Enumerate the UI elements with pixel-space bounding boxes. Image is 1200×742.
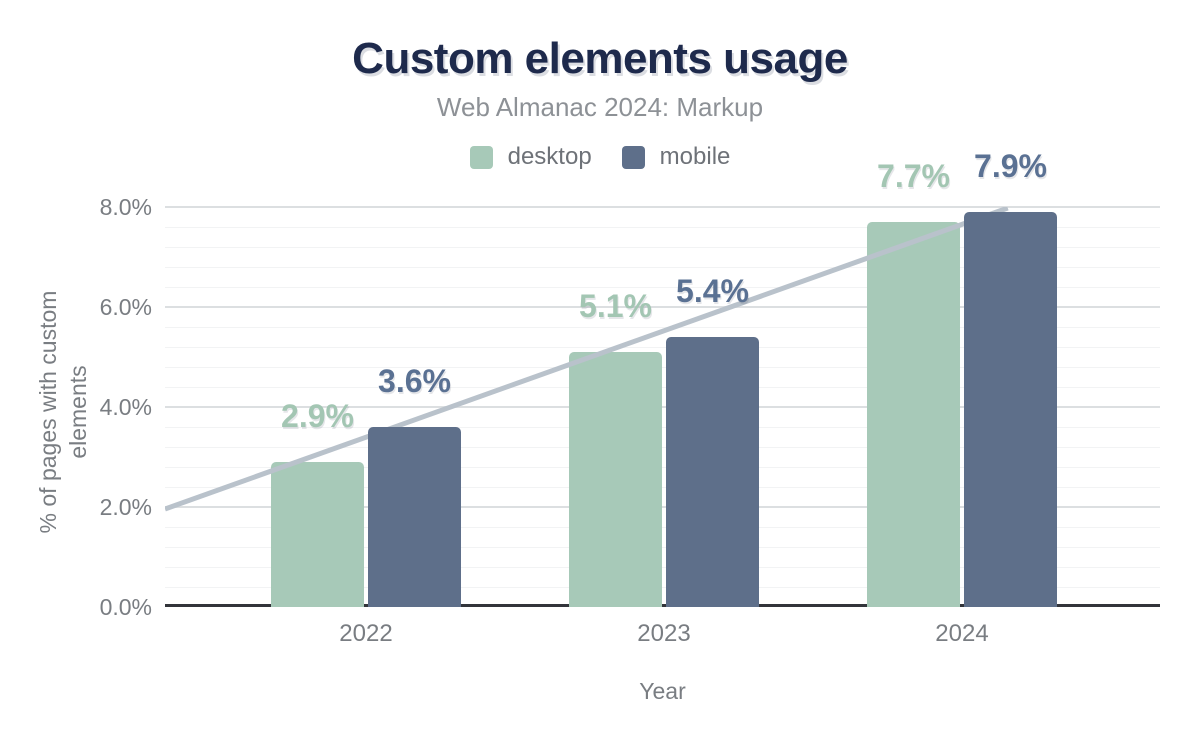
minor-gridline <box>165 346 1160 348</box>
major-gridline <box>165 506 1160 508</box>
y-tick-8.0%: 8.0% <box>99 194 152 220</box>
chart-title: Custom elements usage <box>352 34 848 83</box>
x-axis-line <box>165 604 1160 607</box>
legend-item-desktop: desktop <box>469 143 592 171</box>
y-tick-0.0%: 0.0% <box>99 594 152 620</box>
x-tick-2022: 2022 <box>339 620 393 647</box>
legend-label-desktop: desktop <box>507 143 592 170</box>
legend: desktop mobile <box>0 143 1200 171</box>
mobile-value-label-2023: 5.4% <box>676 273 749 309</box>
desktop-swatch-icon <box>469 145 493 169</box>
y-axis-title: % of pages with custom elements <box>35 290 91 534</box>
desktop-value-label-2023: 5.1% <box>579 288 652 324</box>
desktop-bar-2022 <box>271 462 364 607</box>
minor-gridline <box>165 426 1160 428</box>
legend-item-mobile: mobile <box>621 143 731 171</box>
mobile-bar-2022 <box>368 427 461 607</box>
mobile-bar-2023 <box>666 337 759 607</box>
x-axis-title: Year <box>639 678 686 704</box>
desktop-bar-2024 <box>867 222 960 607</box>
x-tick-2024: 2024 <box>935 620 989 647</box>
plot-area: 2.9% 5.1% 7.7% 3.6% 5.4% 7.9% <box>165 150 1160 607</box>
minor-gridline <box>165 326 1160 328</box>
y-tick-6.0%: 6.0% <box>99 294 152 320</box>
desktop-value-label-2024: 7.7% <box>877 158 950 194</box>
major-gridline <box>165 306 1160 308</box>
minor-gridline <box>165 266 1160 268</box>
minor-gridline <box>165 366 1160 368</box>
mobile-value-label-2022: 3.6% <box>378 363 451 399</box>
mobile-bar-2024 <box>964 212 1057 607</box>
trendline <box>165 207 1009 512</box>
mobile-swatch-icon <box>621 145 645 169</box>
major-gridline <box>165 206 1160 208</box>
minor-gridline <box>165 446 1160 448</box>
major-gridline <box>165 406 1160 408</box>
minor-gridline <box>165 466 1160 468</box>
desktop-bar-2023 <box>569 352 662 607</box>
minor-gridline <box>165 566 1160 568</box>
minor-gridline <box>165 286 1160 288</box>
desktop-value-label-2022: 2.9% <box>281 398 354 434</box>
minor-gridline <box>165 386 1160 388</box>
legend-label-mobile: mobile <box>659 143 731 170</box>
y-tick-2.0%: 2.0% <box>99 494 152 520</box>
minor-gridline <box>165 246 1160 248</box>
chart-subtitle: Web Almanac 2024: Markup <box>436 92 764 122</box>
minor-gridline <box>165 526 1160 528</box>
minor-gridline <box>165 586 1160 588</box>
mobile-value-label-2024: 7.9% <box>974 148 1047 184</box>
minor-gridline <box>165 226 1160 228</box>
minor-gridline <box>165 486 1160 488</box>
x-tick-2023: 2023 <box>637 620 691 647</box>
minor-gridline <box>165 546 1160 548</box>
